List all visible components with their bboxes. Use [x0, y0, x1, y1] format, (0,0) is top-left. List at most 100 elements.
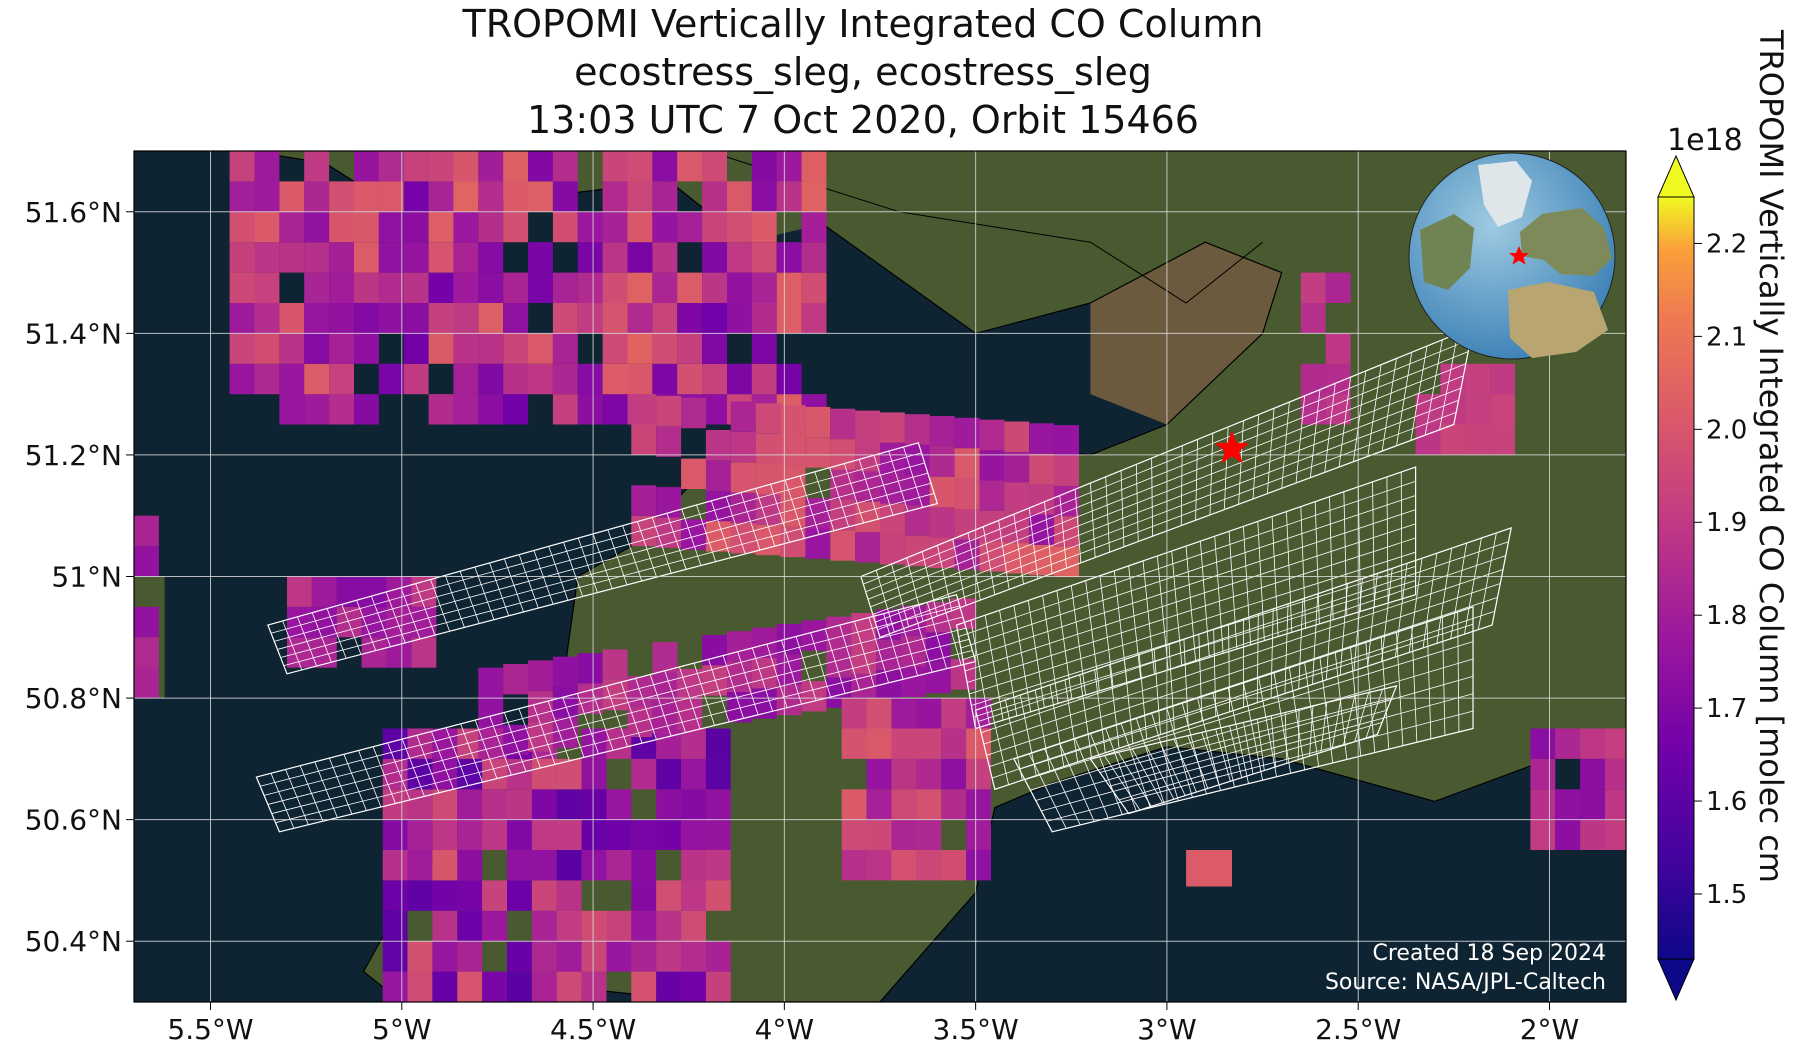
co-pixel	[677, 699, 703, 730]
co-pixel	[627, 272, 653, 303]
co-pixel	[229, 333, 255, 364]
co-pixel	[361, 576, 387, 607]
co-pixel	[702, 303, 727, 334]
site-mini-star-icon	[1509, 246, 1529, 265]
co-pixel	[428, 394, 454, 425]
co-pixel	[606, 941, 632, 972]
co-pixel	[229, 242, 255, 273]
co-pixel	[386, 576, 412, 607]
footprint-line	[990, 705, 1009, 785]
co-pixel	[407, 850, 433, 881]
co-pixel	[457, 880, 483, 911]
co-pixel	[705, 880, 731, 911]
co-pixel	[528, 242, 553, 273]
colorbar-tick-label: 1.8	[1706, 601, 1747, 631]
footprint-line	[1396, 632, 1404, 746]
co-pixel	[577, 363, 603, 395]
title-line-2: ecostress_sleg, ecostress_sleg	[574, 50, 1152, 94]
co-pixel	[705, 850, 731, 881]
co-pixel	[411, 606, 437, 638]
co-pixel	[329, 272, 354, 303]
co-pixel	[929, 537, 955, 568]
co-pixel	[428, 151, 454, 182]
co-pixel	[916, 819, 942, 850]
co-pixel	[304, 151, 330, 182]
co-pixel	[1465, 394, 1491, 425]
co-pixel	[702, 181, 727, 212]
co-pixel	[1530, 789, 1556, 820]
co-pixel	[880, 473, 905, 504]
co-pixel	[656, 758, 682, 790]
footprint-line	[1212, 692, 1235, 788]
co-pixel	[507, 850, 532, 881]
footprint-line	[1441, 617, 1446, 736]
footprint-outline	[267, 442, 939, 675]
footprint-line	[1198, 634, 1203, 721]
co-pixels-layer	[134, 151, 1626, 1002]
footprint-line	[967, 537, 1416, 683]
footprint-line	[1213, 629, 1217, 717]
co-pixel	[830, 408, 856, 440]
footprint-line	[980, 555, 1506, 734]
co-pixel	[403, 272, 429, 303]
footprint-line	[1013, 605, 1032, 712]
co-pixel	[606, 850, 632, 881]
footprint-line	[1005, 700, 1023, 781]
footprint-line	[1386, 476, 1389, 604]
co-pixel	[528, 333, 553, 364]
footprint-line	[1171, 551, 1183, 666]
co-pixel	[702, 333, 727, 364]
co-pixel	[776, 181, 802, 212]
co-pixel	[1186, 850, 1232, 887]
co-pixel	[776, 684, 802, 716]
footprint-line	[1109, 664, 1120, 749]
footprint-line	[1457, 611, 1460, 732]
colorbar-tick-label: 2.2	[1706, 229, 1747, 259]
co-pixel	[1530, 758, 1556, 790]
colorbar-tick-label: 1.5	[1706, 880, 1747, 910]
co-pixel	[652, 151, 678, 182]
co-pixel	[606, 819, 632, 850]
co-pixel	[453, 151, 479, 182]
co-pixel	[503, 181, 529, 212]
co-pixel	[403, 151, 429, 182]
co-pixel	[507, 941, 532, 972]
co-pixel	[1555, 819, 1581, 850]
co-pixel	[776, 272, 802, 303]
co-pixel	[904, 505, 930, 536]
co-pixel	[966, 758, 991, 790]
co-pixel	[428, 242, 454, 273]
co-pixel	[556, 910, 582, 942]
co-pixel	[631, 819, 657, 850]
tick-label-lon: 2°W	[1520, 1013, 1580, 1046]
co-pixel	[805, 437, 831, 468]
footprint-line	[1284, 603, 1289, 694]
co-pixel	[627, 151, 653, 182]
co-pixel	[656, 941, 682, 972]
co-pixel	[552, 656, 578, 688]
co-pixel	[478, 211, 504, 243]
tick-label-lat: 50.6°N	[25, 804, 122, 837]
co-pixel	[730, 401, 756, 432]
footprint-line	[986, 583, 1501, 756]
co-pixel	[681, 850, 706, 881]
co-pixel	[979, 480, 1005, 511]
co-pixel	[507, 880, 532, 911]
co-pixel	[681, 458, 706, 489]
footprint-line	[1257, 521, 1265, 641]
co-pixel	[751, 211, 777, 243]
co-pixel	[528, 181, 553, 212]
co-pixel	[577, 303, 603, 334]
co-pixel	[134, 667, 159, 699]
co-pixel	[453, 211, 479, 243]
co-pixel	[507, 789, 532, 820]
co-pixel	[531, 971, 557, 1002]
co-pixel	[1605, 758, 1626, 790]
co-pixel	[482, 910, 507, 942]
co-pixel	[631, 941, 657, 972]
tick-label-lon: 3°W	[1137, 1013, 1197, 1046]
co-pixel	[134, 515, 159, 547]
co-pixel	[354, 211, 379, 243]
co-pixel	[1580, 728, 1605, 759]
